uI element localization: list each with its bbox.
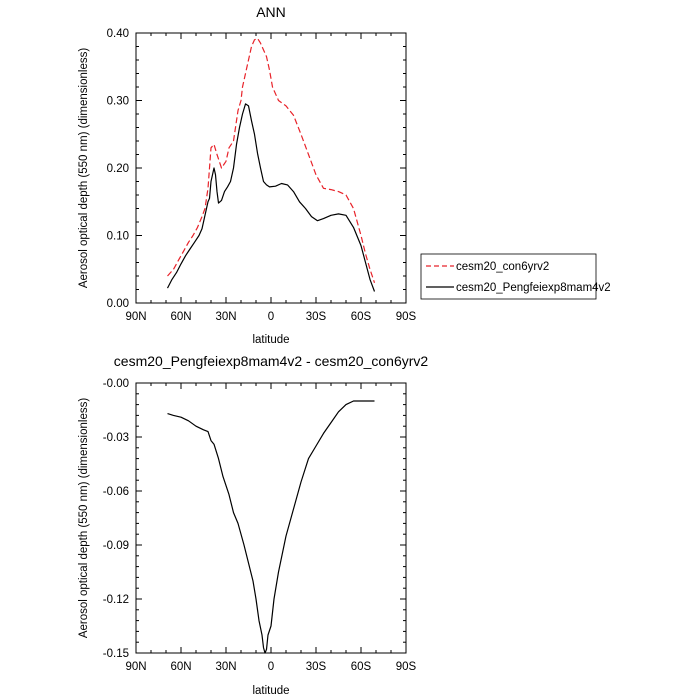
x-tick-label: 30S — [306, 661, 327, 673]
x-tick-label: 60N — [170, 661, 191, 673]
x-tick-label: 30S — [306, 311, 327, 323]
y-tick-label: -0.03 — [103, 432, 129, 444]
series-line-0 — [167, 37, 376, 283]
top-y-axis-label: Aerosol optical depth (550 nm) (dimensio… — [78, 48, 90, 289]
x-tick-label: 0 — [268, 661, 274, 673]
legend-label-con6yrv2: cesm20_con6yrv2 — [456, 261, 549, 273]
top-axis-ticks — [135, 32, 407, 304]
y-tick-label: 0.00 — [107, 298, 129, 310]
x-tick-label: 90N — [125, 661, 146, 673]
y-tick-label: -0.00 — [103, 378, 129, 390]
bottom-y-axis-label: Aerosol optical depth (550 nm) (dimensio… — [78, 398, 90, 639]
bottom-tick-labels: 90N 60N 30N 0 30S 60S 90S -0.00 -0.03 -0.06 -0.09 -… — [103, 378, 417, 673]
x-tick-label: 90S — [396, 661, 417, 673]
y-tick-label: 0.10 — [107, 231, 129, 243]
top-series-layer — [166, 37, 376, 292]
x-tick-label: 90N — [125, 311, 146, 323]
bottom-x-axis-label: latitude — [252, 685, 289, 697]
y-tick-label: -0.06 — [103, 486, 129, 498]
top-panel-title: ANN — [256, 4, 286, 20]
y-tick-label: 0.40 — [107, 28, 129, 40]
series-line-0 — [167, 400, 375, 654]
top-panel: ANN 90N 60N 30N 0 30S 60S 90S 0.00 0.10 0.20 0.30 0… — [78, 4, 417, 346]
bottom-plot-frame — [135, 382, 407, 654]
top-tick-labels: 90N 60N 30N 0 30S 60S 90S 0.00 0.10 0.20 0.30 0.40 — [107, 28, 417, 323]
y-tick-label: -0.12 — [103, 594, 129, 606]
y-tick-label: 0.20 — [107, 163, 129, 175]
x-tick-label: 0 — [268, 311, 274, 323]
x-tick-label: 90S — [396, 311, 417, 323]
x-tick-label: 30N — [215, 661, 236, 673]
bottom-panel-title: cesm20_Pengfeiexp8mam4v2 - cesm20_con6yr… — [114, 353, 429, 369]
x-tick-label: 30N — [215, 311, 236, 323]
y-tick-label: 0.30 — [107, 96, 129, 108]
top-x-axis-label: latitude — [252, 334, 289, 346]
y-tick-label: -0.09 — [103, 540, 129, 552]
series-line-1 — [166, 103, 376, 292]
y-tick-label: -0.15 — [103, 648, 129, 660]
legend-box — [420, 253, 597, 300]
x-tick-label: 60S — [351, 661, 372, 673]
x-tick-label: 60S — [351, 311, 372, 323]
bottom-series-layer — [167, 400, 375, 654]
bottom-axis-ticks — [135, 382, 407, 654]
x-tick-label: 60N — [170, 311, 191, 323]
legend: cesm20_con6yrv2 cesm20_Pengfeiexp8mam4v2 — [420, 253, 611, 300]
legend-label-pengfei: cesm20_Pengfeiexp8mam4v2 — [456, 282, 611, 294]
bottom-panel: cesm20_Pengfeiexp8mam4v2 - cesm20_con6yr… — [78, 353, 428, 697]
